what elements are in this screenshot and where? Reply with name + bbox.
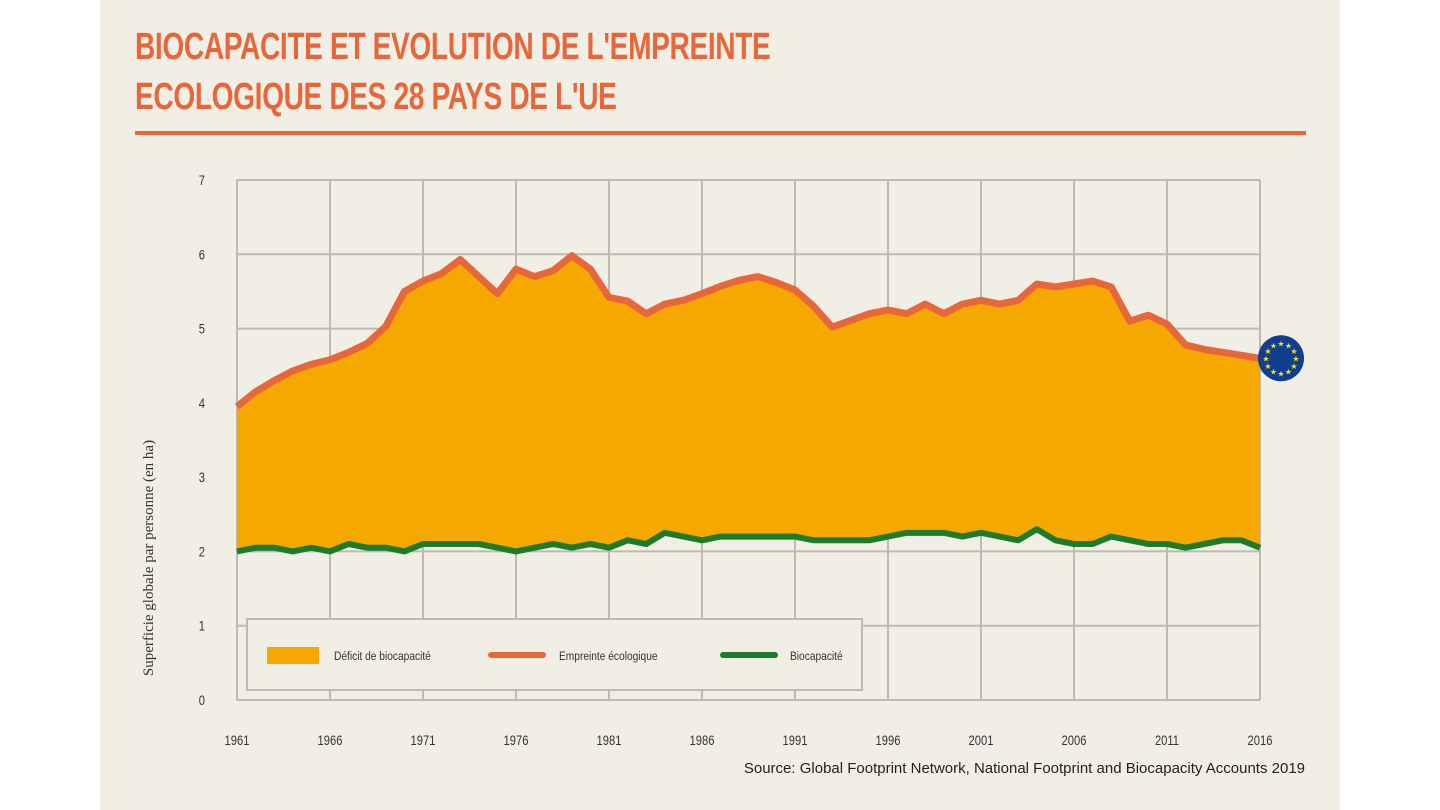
eu-star-icon: ★: [1262, 354, 1269, 363]
y-tick-label: 2: [199, 544, 205, 559]
y-tick-labels: 0 1 2 3 4 5 6 7: [199, 173, 205, 708]
eu-star-icon: ★: [1285, 367, 1292, 376]
eu-star-icon: ★: [1290, 347, 1297, 356]
y-tick-label: 4: [199, 396, 205, 411]
footprint-line: [234, 252, 1261, 410]
deficit-area: [237, 255, 1260, 552]
biocapacity-line: [236, 526, 1262, 555]
title-line-2: ECOLOGIQUE DES 28 PAYS DE L'UE: [135, 76, 617, 118]
source-note: Source: Global Footprint Network, Nation…: [743, 760, 1305, 777]
x-tick-label: 2016: [1248, 733, 1273, 748]
y-tick-label: 1: [199, 619, 205, 634]
y-tick-label: 6: [199, 247, 205, 262]
x-tick-label: 1981: [597, 733, 622, 748]
eu-star-icon: ★: [1277, 339, 1284, 348]
legend: Déficit de biocapacité Empreinte écologi…: [246, 618, 863, 691]
x-tick-label: 2011: [1155, 733, 1179, 748]
eu-star-icon: ★: [1277, 369, 1284, 378]
y-tick-label: 7: [199, 173, 205, 188]
eu-star-icon: ★: [1264, 347, 1271, 356]
y-axis-label: Superficie globale par personne (en ha): [141, 440, 157, 676]
x-tick-label: 2001: [969, 733, 994, 748]
eu-star-icon: ★: [1292, 354, 1299, 363]
legend-swatch-deficit: [267, 647, 319, 664]
legend-label-footprint: Empreinte écologique: [559, 650, 658, 663]
eu-flag-disc: [1258, 335, 1304, 382]
x-tick-label: 1961: [225, 733, 250, 748]
x-tick-labels: 1961 1966 1971 1976 1981 1986 1991 1996 2001 2006…: [225, 733, 1273, 748]
chart-title: BIOCAPACITE ET EVOLUTION DE L'EMPREINTE …: [135, 22, 771, 122]
eu-star-icon: ★: [1285, 341, 1292, 350]
y-tick-label: 0: [199, 693, 205, 708]
y-tick-label: 3: [199, 470, 205, 485]
title-divider: [135, 131, 1306, 135]
eu-star-icon: ★: [1264, 362, 1271, 371]
eu-star-icon: ★: [1270, 341, 1277, 350]
x-tick-label: 1971: [411, 733, 436, 748]
x-tick-label: 1966: [318, 733, 343, 748]
x-tick-label: 1991: [783, 733, 808, 748]
x-tick-label: 1976: [504, 733, 529, 748]
legend-label-deficit: Déficit de biocapacité: [334, 650, 431, 663]
x-tick-label: 2006: [1062, 733, 1087, 748]
legend-label-biocapacity: Biocapacité: [790, 650, 843, 663]
x-tick-label: 1996: [876, 733, 901, 748]
eu-flag-icon: ★ ★★★★★★★★★★★: [1258, 335, 1304, 382]
eu-star-icon: ★: [1290, 362, 1297, 371]
title-line-1: BIOCAPACITE ET EVOLUTION DE L'EMPREINTE: [135, 26, 771, 68]
y-tick-label: 5: [199, 321, 205, 336]
x-tick-label: 1986: [690, 733, 715, 748]
eu-star-icon: ★: [1270, 367, 1277, 376]
